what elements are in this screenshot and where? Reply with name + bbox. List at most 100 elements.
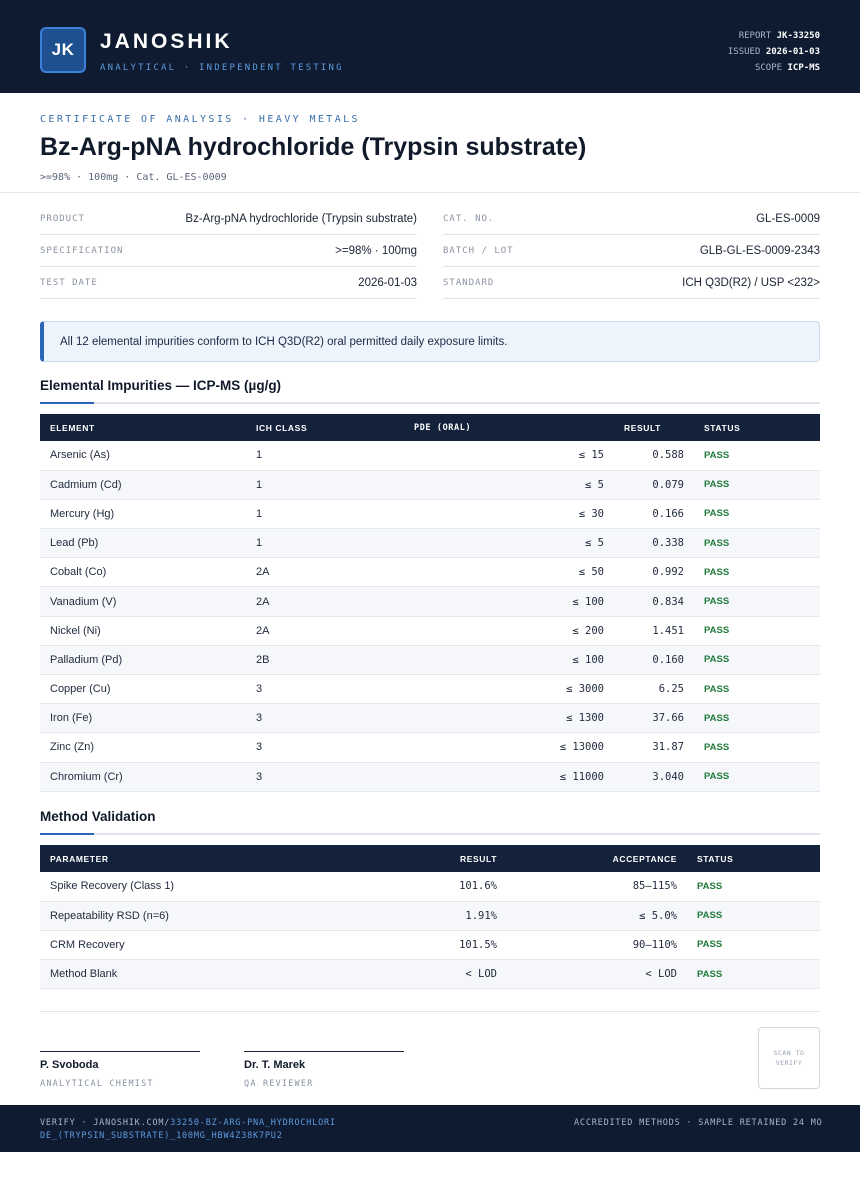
table-header-row: ELEMENT ICH CLASS PDE (ORAL) RESULT STAT…	[40, 414, 820, 441]
ich-class: 2B	[246, 645, 404, 676]
table-header-row: PARAMETER RESULT ACCEPTANCE STATUS	[40, 845, 820, 872]
status-badge: PASS	[694, 499, 820, 530]
status-badge: PASS	[694, 645, 820, 676]
status-badge: PASS	[694, 674, 820, 705]
col-header: PARAMETER	[50, 853, 109, 864]
scan-to-verify-code[interactable]: SCAN TO VERIFY	[758, 1027, 820, 1089]
result-value: 31.87	[614, 732, 694, 763]
result-value: 101.5%	[340, 930, 507, 961]
pde-limit: ≤ 15	[404, 441, 614, 471]
status-badge: PASS	[687, 872, 820, 902]
pde-limit: ≤ 13000	[404, 732, 614, 763]
element-name: Nickel (Ni)	[40, 616, 246, 646]
divider	[0, 192, 860, 193]
table-row: Cobalt (Co) 2A ≤ 50 0.992 PASS	[40, 557, 820, 588]
table-row: Mercury (Hg) 1 ≤ 30 0.166 PASS	[40, 499, 820, 530]
acceptance-range: 90–110%	[507, 930, 687, 961]
conformance-notice: All 12 elemental impurities conform to I…	[40, 321, 820, 362]
verify-link[interactable]: 33250-BZ-ARG-PNA_HYDROCHLORIDE_(TRYPSIN_…	[40, 1118, 336, 1141]
info-standard: STANDARD ICH Q3D(R2) / USP <232>	[443, 267, 820, 299]
signer-name: P. Svoboda	[40, 1059, 99, 1071]
parameter-name: Method Blank	[40, 959, 340, 990]
pde-limit: ≤ 30	[404, 499, 614, 530]
product-subline: >=98% · 100mg · Cat. GL-ES-0009	[40, 172, 227, 183]
ich-class: 2A	[246, 616, 404, 646]
page-title: Bz-Arg-pNA hydrochloride (Trypsin substr…	[40, 133, 587, 161]
status-badge: PASS	[694, 762, 820, 792]
status-badge: PASS	[694, 703, 820, 734]
status-badge: PASS	[687, 959, 820, 990]
table-row: Lead (Pb) 1 ≤ 5 0.338 PASS	[40, 528, 820, 559]
divider	[40, 1011, 820, 1012]
document-eyebrow: CERTIFICATE OF ANALYSIS · HEAVY METALS	[40, 114, 360, 125]
brand-name: JANOSHIK	[100, 30, 233, 53]
element-name: Palladium (Pd)	[40, 645, 246, 676]
result-value: 101.6%	[340, 872, 507, 902]
table-row: CRM Recovery 101.5% 90–110% PASS	[40, 930, 820, 961]
result-value: 0.992	[614, 557, 694, 588]
validation-section-title: Method Validation	[40, 809, 156, 824]
scope-line: SCOPE ICP-MS	[754, 63, 820, 73]
ich-class: 2A	[246, 557, 404, 588]
table-row: Chromium (Cr) 3 ≤ 11000 3.040 PASS	[40, 762, 820, 792]
result-value: 0.588	[614, 441, 694, 471]
table-row: Spike Recovery (Class 1) 101.6% 85–115% PAS…	[40, 872, 820, 902]
result-value: 3.040	[614, 762, 694, 792]
info-product: PRODUCT Bz-Arg-pNA hydrochloride (Trypsin…	[40, 203, 417, 235]
issued-line: ISSUED 2026-01-03	[727, 47, 820, 57]
parameter-name: Repeatability RSD (n=6)	[40, 901, 340, 931]
result-value: 0.166	[614, 499, 694, 530]
status-badge: PASS	[694, 616, 820, 646]
info-cat-no: CAT. NO. GL-ES-0009	[443, 203, 820, 235]
report-meta: REPORT JK-33250 ISSUED 2026-01-03 SCOPE …	[728, 28, 820, 76]
signer-role: QA REVIEWER	[244, 1079, 314, 1089]
table-row: Cadmium (Cd) 1 ≤ 5 0.079 PASS	[40, 470, 820, 500]
status-badge: PASS	[694, 586, 820, 617]
signature-block: Dr. T. Marek QA REVIEWER	[244, 1051, 404, 1089]
section-rule	[40, 833, 820, 835]
result-value: 1.91%	[340, 901, 507, 931]
table-row: Method Blank < LOD < LOD PASS	[40, 959, 820, 990]
status-badge: PASS	[694, 441, 820, 471]
status-badge: PASS	[694, 470, 820, 500]
report-header: JK JANOSHIK ANALYTICAL · INDEPENDENT TES…	[0, 0, 860, 93]
acceptance-range: < LOD	[507, 959, 687, 990]
result-value: 0.834	[614, 586, 694, 617]
signer-name: Dr. T. Marek	[244, 1059, 306, 1071]
col-header: ACCEPTANCE	[612, 853, 677, 864]
col-header: RESULT	[460, 853, 497, 864]
report-id-line: REPORT JK-33250	[738, 31, 820, 41]
col-header: RESULT	[624, 422, 661, 433]
status-badge: PASS	[694, 528, 820, 559]
ich-class: 1	[246, 441, 404, 471]
acceptance-range: ≤ 5.0%	[507, 901, 687, 931]
ich-class: 1	[246, 470, 404, 500]
pde-limit: ≤ 3000	[404, 674, 614, 705]
qr-label: SCAN TO VERIFY	[773, 1049, 805, 1067]
result-value: 37.66	[614, 703, 694, 734]
result-value: 0.079	[614, 470, 694, 500]
pde-limit: ≤ 100	[404, 645, 614, 676]
element-name: Arsenic (As)	[40, 441, 246, 471]
verify-line: VERIFY · JANOSHIK.COM/33250-BZ-ARG-PNA_H…	[40, 1118, 336, 1141]
pde-limit: ≤ 200	[404, 616, 614, 646]
signature-block: P. Svoboda ANALYTICAL CHEMIST	[40, 1051, 200, 1089]
status-badge: PASS	[694, 732, 820, 763]
validation-table: PARAMETER RESULT ACCEPTANCE STATUS Spike…	[40, 845, 820, 990]
footer-note: ACCREDITED METHODS · SAMPLE RETAINED 24 …	[574, 1118, 823, 1128]
table-row: Nickel (Ni) 2A ≤ 200 1.451 PASS	[40, 616, 820, 646]
pde-limit: ≤ 50	[404, 557, 614, 588]
lab-logo: JK	[40, 27, 86, 73]
table-row: Iron (Fe) 3 ≤ 1300 37.66 PASS	[40, 703, 820, 734]
element-name: Chromium (Cr)	[40, 762, 246, 792]
element-name: Iron (Fe)	[40, 703, 246, 734]
table-row: Palladium (Pd) 2B ≤ 100 0.160 PASS	[40, 645, 820, 676]
table-row: Arsenic (As) 1 ≤ 15 0.588 PASS	[40, 441, 820, 471]
impurities-section-title: Elemental Impurities — ICP-MS (µg/g)	[40, 378, 282, 393]
result-value: 0.338	[614, 528, 694, 559]
status-badge: PASS	[687, 930, 820, 961]
info-test-date: TEST DATE 2026-01-03	[40, 267, 417, 299]
result-value: 0.160	[614, 645, 694, 676]
signer-role: ANALYTICAL CHEMIST	[40, 1079, 154, 1089]
col-header: ELEMENT	[50, 422, 95, 433]
